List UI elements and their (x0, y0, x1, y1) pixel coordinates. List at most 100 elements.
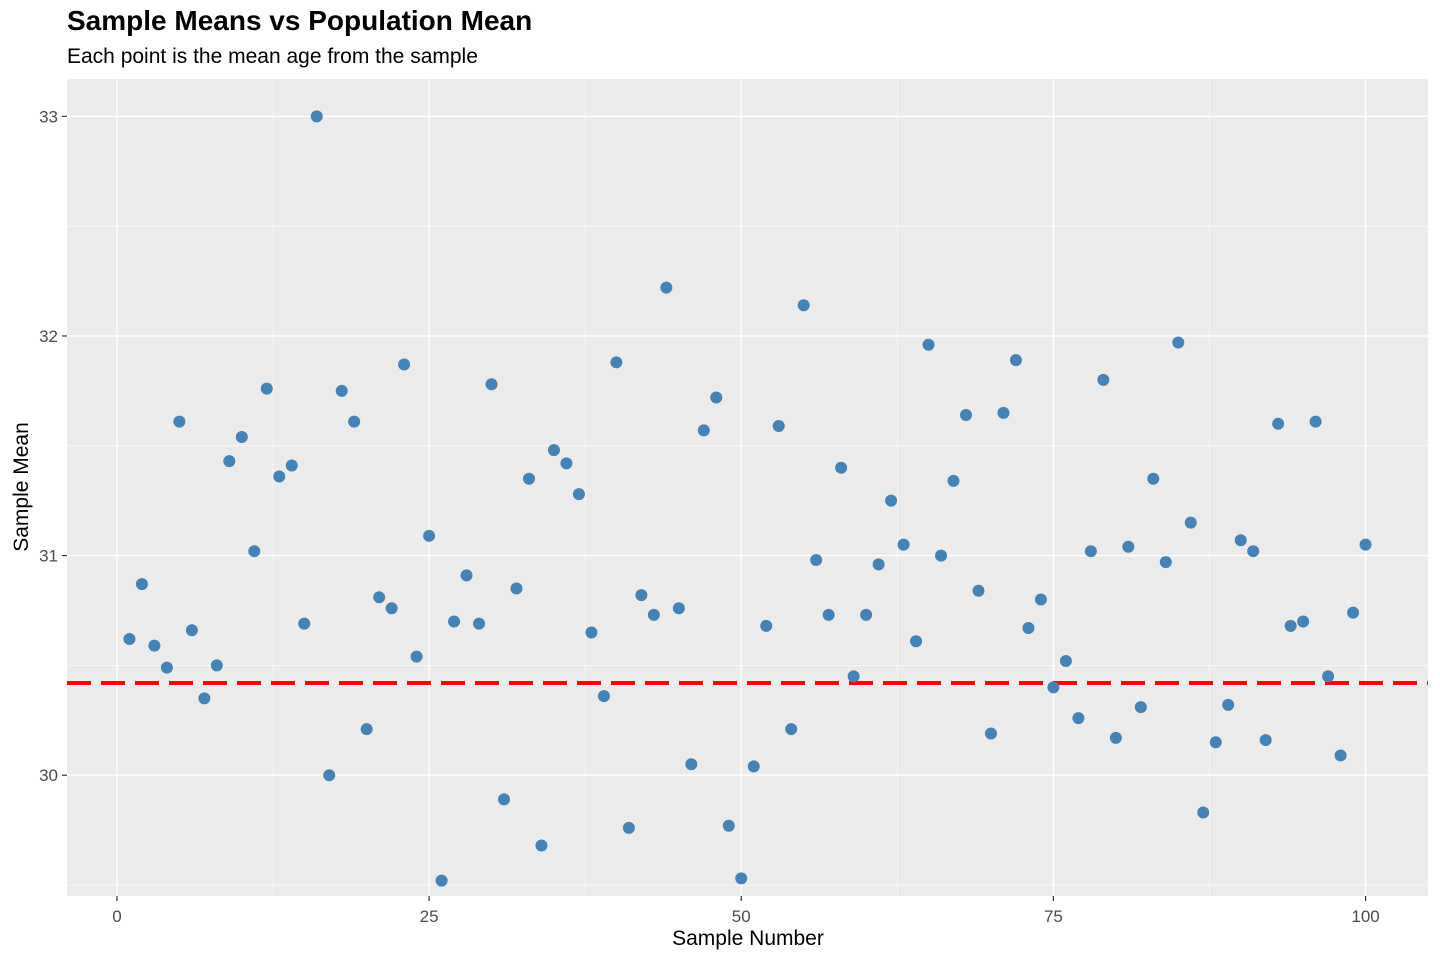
data-point (135, 578, 148, 591)
data-point (710, 391, 723, 404)
data-point (348, 415, 361, 428)
x-axis-title: Sample Number (672, 927, 824, 950)
data-point (498, 793, 511, 806)
data-point (1172, 336, 1185, 349)
data-point (685, 758, 698, 771)
data-point (335, 384, 348, 397)
data-point (997, 406, 1010, 419)
data-point (160, 661, 173, 674)
data-point (123, 633, 136, 646)
data-point (972, 584, 985, 597)
data-point (984, 727, 997, 740)
data-point (635, 589, 648, 602)
data-point (1109, 731, 1122, 744)
grid-major (67, 79, 1428, 896)
data-point (173, 415, 186, 428)
data-point (298, 617, 311, 630)
chart-subtitle: Each point is the mean age from the samp… (67, 45, 478, 68)
data-point (885, 494, 898, 507)
data-point (897, 538, 910, 551)
data-point (660, 281, 673, 294)
data-point (185, 624, 198, 637)
data-point (1084, 545, 1097, 558)
data-point (435, 874, 448, 887)
data-point (360, 723, 373, 736)
data-point (822, 608, 835, 621)
grid-minor (67, 79, 1428, 896)
data-point (1234, 534, 1247, 547)
data-point (1122, 540, 1135, 553)
data-points (123, 110, 1372, 887)
x-tick-label: 100 (1351, 907, 1379, 926)
data-point (1322, 670, 1335, 683)
data-point (535, 839, 548, 852)
data-point (572, 488, 585, 501)
data-point (960, 409, 973, 422)
data-point (1134, 701, 1147, 714)
data-point (1184, 516, 1197, 529)
chart-title: Sample Means vs Population Mean (67, 5, 533, 36)
data-point (810, 553, 823, 566)
data-point (148, 639, 161, 652)
data-point (522, 472, 535, 485)
data-point (198, 692, 211, 705)
data-point (485, 378, 498, 391)
x-tick-label: 25 (420, 907, 439, 926)
x-tick-label: 0 (112, 907, 121, 926)
data-point (398, 358, 411, 371)
data-point (872, 558, 885, 571)
data-point (1297, 615, 1310, 628)
y-tick-label: 33 (39, 107, 58, 126)
data-point (460, 569, 473, 582)
data-point (622, 821, 635, 834)
y-tick-label: 30 (39, 766, 58, 785)
data-point (697, 424, 710, 437)
data-point (448, 615, 461, 628)
plot-panel (67, 79, 1428, 896)
data-point (1259, 734, 1272, 747)
data-point (1222, 698, 1235, 711)
data-point (1159, 556, 1172, 569)
data-point (1072, 712, 1085, 725)
y-axis-title: Sample Mean (10, 422, 33, 552)
data-point (1359, 538, 1372, 551)
y-tick-label: 32 (39, 327, 58, 346)
data-point (610, 356, 623, 369)
data-point (385, 602, 398, 615)
x-tick-label: 50 (732, 907, 751, 926)
data-point (760, 619, 773, 632)
data-point (235, 430, 248, 443)
data-point (585, 626, 598, 639)
data-point (310, 110, 323, 123)
data-point (797, 299, 810, 312)
data-point (772, 420, 785, 433)
data-point (1059, 655, 1072, 668)
data-point (747, 760, 760, 773)
data-point (1097, 373, 1110, 386)
data-point (922, 338, 935, 351)
data-point (1034, 593, 1047, 606)
data-point (860, 608, 873, 621)
data-point (1022, 622, 1035, 635)
data-point (1247, 545, 1260, 558)
data-point (210, 659, 223, 672)
x-tick-label: 75 (1044, 907, 1063, 926)
data-point (1047, 681, 1060, 694)
data-point (473, 617, 486, 630)
data-point (273, 470, 286, 483)
data-point (1284, 619, 1297, 632)
data-point (647, 608, 660, 621)
y-axis-ticks: 30 31 32 33 (39, 107, 67, 785)
data-point (323, 769, 336, 782)
data-point (510, 582, 523, 595)
data-point (1147, 472, 1160, 485)
data-point (1209, 736, 1222, 749)
data-point (735, 872, 748, 885)
data-point (423, 529, 436, 542)
data-point (223, 455, 236, 468)
data-point (935, 549, 948, 562)
data-point (260, 382, 273, 395)
data-point (722, 819, 735, 832)
data-point (373, 591, 386, 604)
